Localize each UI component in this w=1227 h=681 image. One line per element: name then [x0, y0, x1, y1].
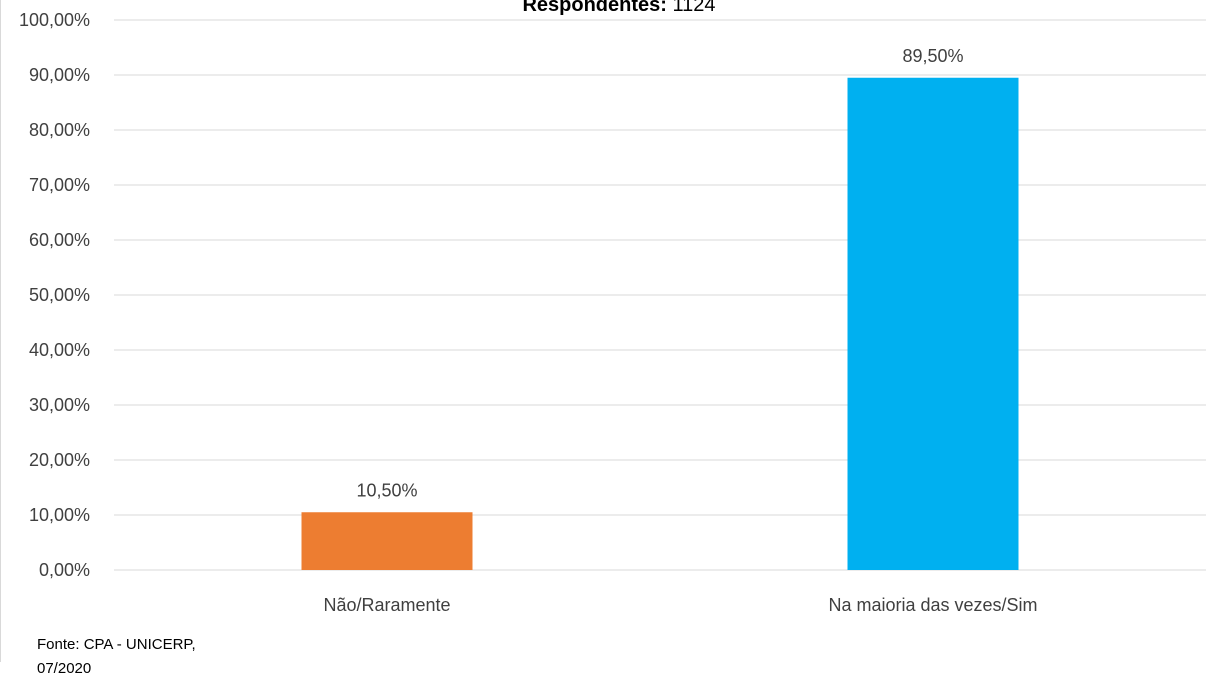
y-tick-label-2: 20,00%: [29, 450, 90, 470]
source-line-2: 07/2020: [37, 660, 92, 677]
y-tick-label-8: 80,00%: [29, 120, 90, 140]
data-label-0: 10,50%: [356, 480, 417, 500]
bar-0: [301, 512, 473, 570]
labels: 0,00% 10,00% 20,00% 30,00% 40,00% 50,00% 60,00…: [19, 10, 1038, 615]
gridlines: [114, 19, 1206, 571]
y-tick-label-7: 70,00%: [29, 175, 90, 195]
y-tick-label-5: 50,00%: [29, 285, 90, 305]
bar-1: [847, 77, 1019, 570]
y-tick-label-1: 10,00%: [29, 505, 90, 525]
source-note: Fonte: CPA - UNICERP, 07/2020: [37, 633, 257, 681]
chart-title-value: 1124: [667, 0, 716, 16]
y-tick-label-9: 90,00%: [29, 65, 90, 85]
y-tick-label-3: 30,00%: [29, 395, 90, 415]
y-tick-label-10: 100,00%: [19, 10, 90, 30]
data-label-1: 89,50%: [902, 46, 963, 66]
chart-title: Respondentes: 1124: [522, 0, 715, 16]
category-label-0: Não/Raramente: [323, 595, 450, 615]
category-label-1: Na maioria das vezes/Sim: [828, 595, 1037, 615]
y-tick-label-4: 40,00%: [29, 340, 90, 360]
source-line-1: Fonte: CPA - UNICERP,: [37, 636, 196, 653]
chart-frame: 0,00% 10,00% 20,00% 30,00% 40,00% 50,00% 60,00…: [0, 0, 1206, 677]
bar-chart: 0,00% 10,00% 20,00% 30,00% 40,00% 50,00% 60,00…: [19, 0, 1206, 615]
chart-title-bold: Respondentes:: [522, 0, 666, 16]
y-tick-label-0: 0,00%: [39, 560, 90, 580]
y-tick-label-6: 60,00%: [29, 230, 90, 250]
bars: [301, 77, 1019, 570]
